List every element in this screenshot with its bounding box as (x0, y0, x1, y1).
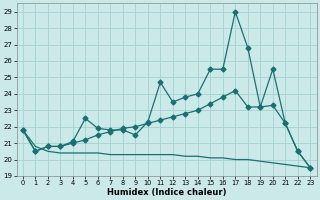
X-axis label: Humidex (Indice chaleur): Humidex (Indice chaleur) (107, 188, 226, 197)
